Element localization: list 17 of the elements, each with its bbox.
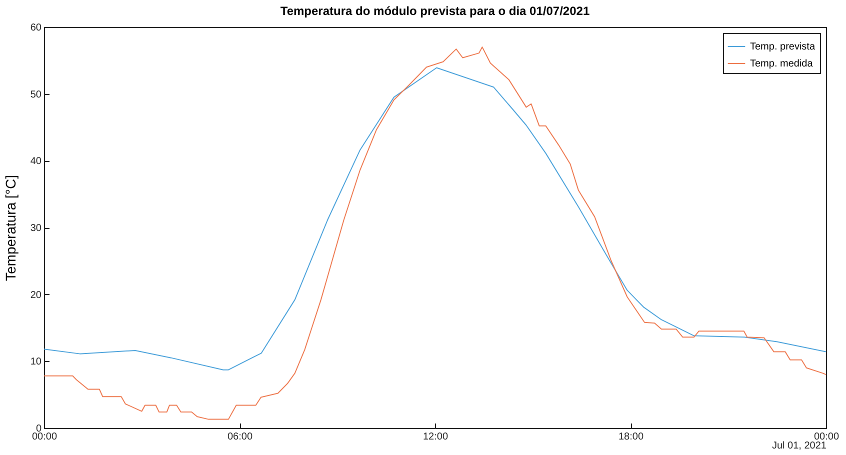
x-tick-label: 06:00 bbox=[227, 432, 253, 442]
line-series bbox=[44, 67, 826, 370]
x-tick-label: 00:00 bbox=[814, 432, 840, 442]
y-tick-label: 40 bbox=[30, 156, 42, 168]
x-tick-label: 00:00 bbox=[32, 432, 58, 442]
y-axis-title: Temperatura [°C] bbox=[2, 175, 18, 281]
chart-title: Temperatura do módulo prevista para o dia 01/07/2021 bbox=[280, 4, 590, 18]
y-tick-label: 50 bbox=[30, 89, 42, 100]
y-tick-label: 20 bbox=[30, 290, 42, 301]
text: Jul 01, 2021 bbox=[772, 440, 827, 452]
y-tick-label: 60 bbox=[30, 22, 42, 34]
y-tick-label: 30 bbox=[30, 223, 42, 234]
x-tick-label: 12:00 bbox=[422, 432, 448, 442]
y-tick-label: 10 bbox=[30, 356, 42, 368]
legend-label: Temp. prevista bbox=[750, 42, 816, 52]
x-tick-label: 18:00 bbox=[618, 432, 644, 442]
legend-label: Temp. medida bbox=[750, 58, 814, 70]
